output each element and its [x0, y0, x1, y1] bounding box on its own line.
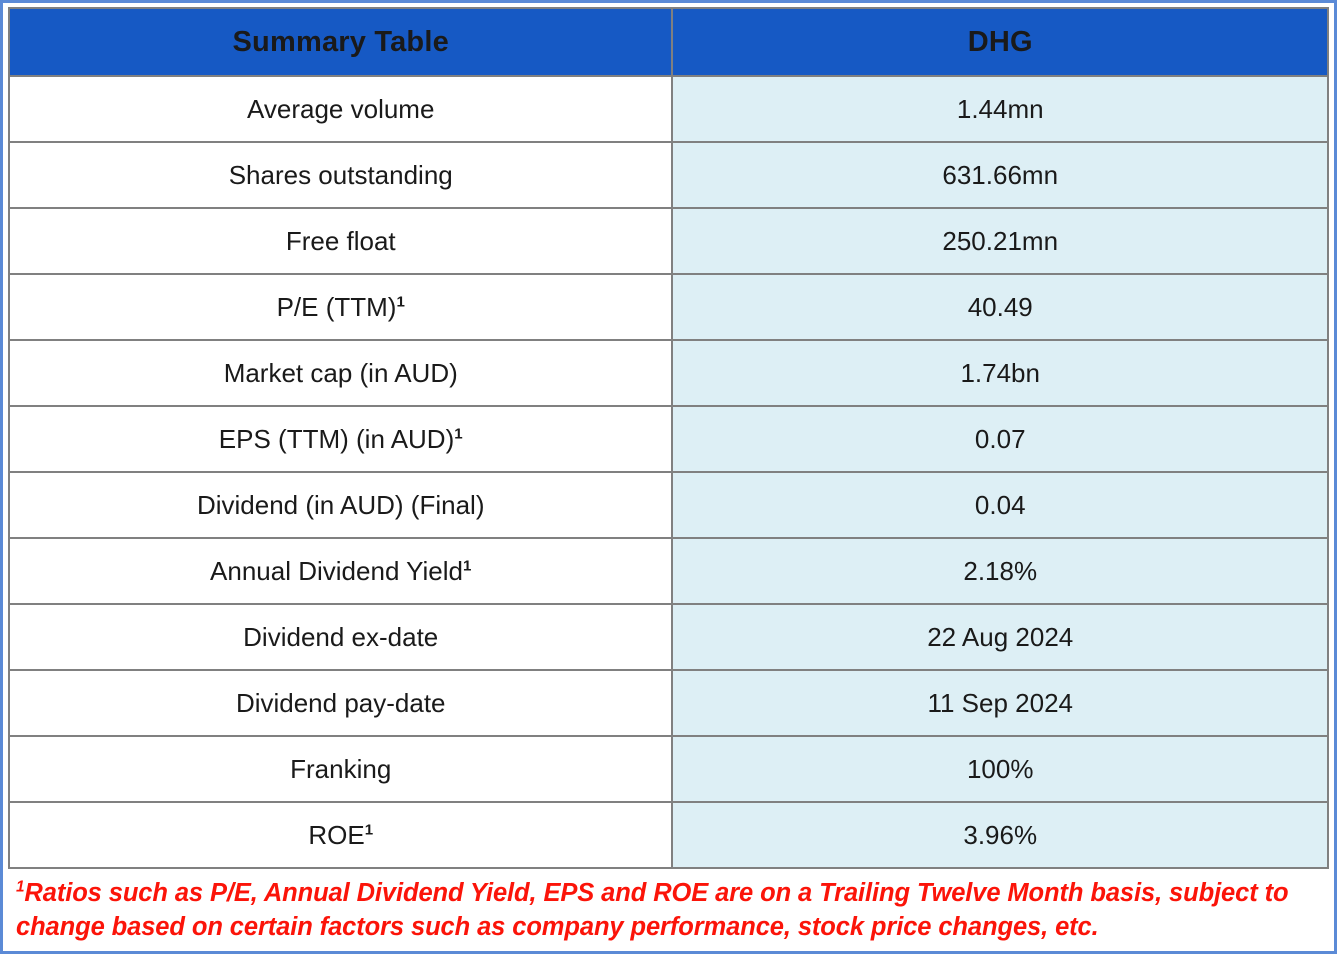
- row-value: 11 Sep 2024: [671, 669, 1329, 737]
- row-label-text: Market cap (in AUD): [223, 357, 458, 388]
- row-label-text: Shares outstanding: [228, 159, 453, 190]
- row-label-text: Franking: [290, 753, 392, 784]
- row-label: EPS (TTM) (in AUD)1: [7, 405, 674, 473]
- row-label: Dividend pay-date: [7, 669, 674, 737]
- row-label: Average volume: [7, 75, 674, 143]
- row-value: 1.74bn: [671, 339, 1329, 407]
- row-label: Dividend ex-date: [7, 603, 674, 671]
- row-value: 2.18%: [671, 537, 1329, 605]
- row-label-footnote-marker: 1: [463, 556, 472, 574]
- table-row: Market cap (in AUD) 1.74bn: [7, 339, 1329, 407]
- row-label-text: Dividend ex-date: [243, 621, 439, 652]
- summary-table: Summary Table DHG Average volume 1.44mn Sh…: [7, 7, 1329, 869]
- row-value: 250.21mn: [671, 207, 1329, 275]
- row-label: P/E (TTM)1: [7, 273, 674, 341]
- table-row: Shares outstanding 631.66mn: [7, 141, 1329, 209]
- row-label: Dividend (in AUD) (Final): [7, 471, 674, 539]
- row-value: 0.07: [671, 405, 1329, 473]
- row-value: 3.96%: [671, 801, 1329, 869]
- row-label: Market cap (in AUD): [7, 339, 674, 407]
- table-header: Summary Table DHG: [7, 7, 1329, 77]
- table-row: Dividend ex-date 22 Aug 2024: [7, 603, 1329, 671]
- row-label-footnote-marker: 1: [396, 292, 405, 310]
- row-label: ROE1: [7, 801, 674, 869]
- table-row: Dividend pay-date 11 Sep 2024: [7, 669, 1329, 737]
- row-value: 100%: [671, 735, 1329, 803]
- row-label-text: Annual Dividend Yield: [210, 555, 464, 586]
- row-label-text: Free float: [285, 225, 396, 256]
- row-value: 631.66mn: [671, 141, 1329, 209]
- table-row: Average volume 1.44mn: [7, 75, 1329, 143]
- table-row: ROE1 3.96%: [7, 801, 1329, 869]
- row-value: 0.04: [671, 471, 1329, 539]
- row-value: 40.49: [671, 273, 1329, 341]
- row-label-text: ROE: [308, 819, 365, 850]
- row-label: Annual Dividend Yield1: [7, 537, 674, 605]
- header-row: Summary Table DHG: [7, 7, 1329, 77]
- row-label: Shares outstanding: [7, 141, 674, 209]
- row-label-text: EPS (TTM) (in AUD): [218, 423, 455, 454]
- row-label: Franking: [7, 735, 674, 803]
- table-row: P/E (TTM)1 40.49: [7, 273, 1329, 341]
- row-label-footnote-marker: 1: [454, 424, 463, 442]
- table-row: Annual Dividend Yield1 2.18%: [7, 537, 1329, 605]
- footnote-text: Ratios such as P/E, Annual Dividend Yiel…: [16, 879, 1289, 942]
- row-label-text: Dividend pay-date: [235, 687, 446, 718]
- table-row: Franking 100%: [7, 735, 1329, 803]
- table-body: Average volume 1.44mn Shares outstanding 63…: [7, 75, 1329, 869]
- row-label: Free float: [7, 207, 674, 275]
- table-row: Dividend (in AUD) (Final) 0.04: [7, 471, 1329, 539]
- row-label-text: Dividend (in AUD) (Final): [196, 489, 485, 520]
- row-label-text: P/E (TTM): [276, 291, 397, 322]
- row-label-text: Average volume: [247, 93, 435, 124]
- row-value: 1.44mn: [671, 75, 1329, 143]
- table-row: EPS (TTM) (in AUD)1 0.07: [7, 405, 1329, 473]
- row-label-footnote-marker: 1: [364, 820, 374, 838]
- column-header-ticker: DHG: [671, 7, 1329, 77]
- footnote: 1Ratios such as P/E, Annual Dividend Yie…: [8, 869, 1329, 945]
- footnote-marker: 1: [16, 878, 25, 896]
- column-header-metric: Summary Table: [7, 7, 674, 77]
- table-row: Free float 250.21mn: [7, 207, 1329, 275]
- row-value: 22 Aug 2024: [671, 603, 1329, 671]
